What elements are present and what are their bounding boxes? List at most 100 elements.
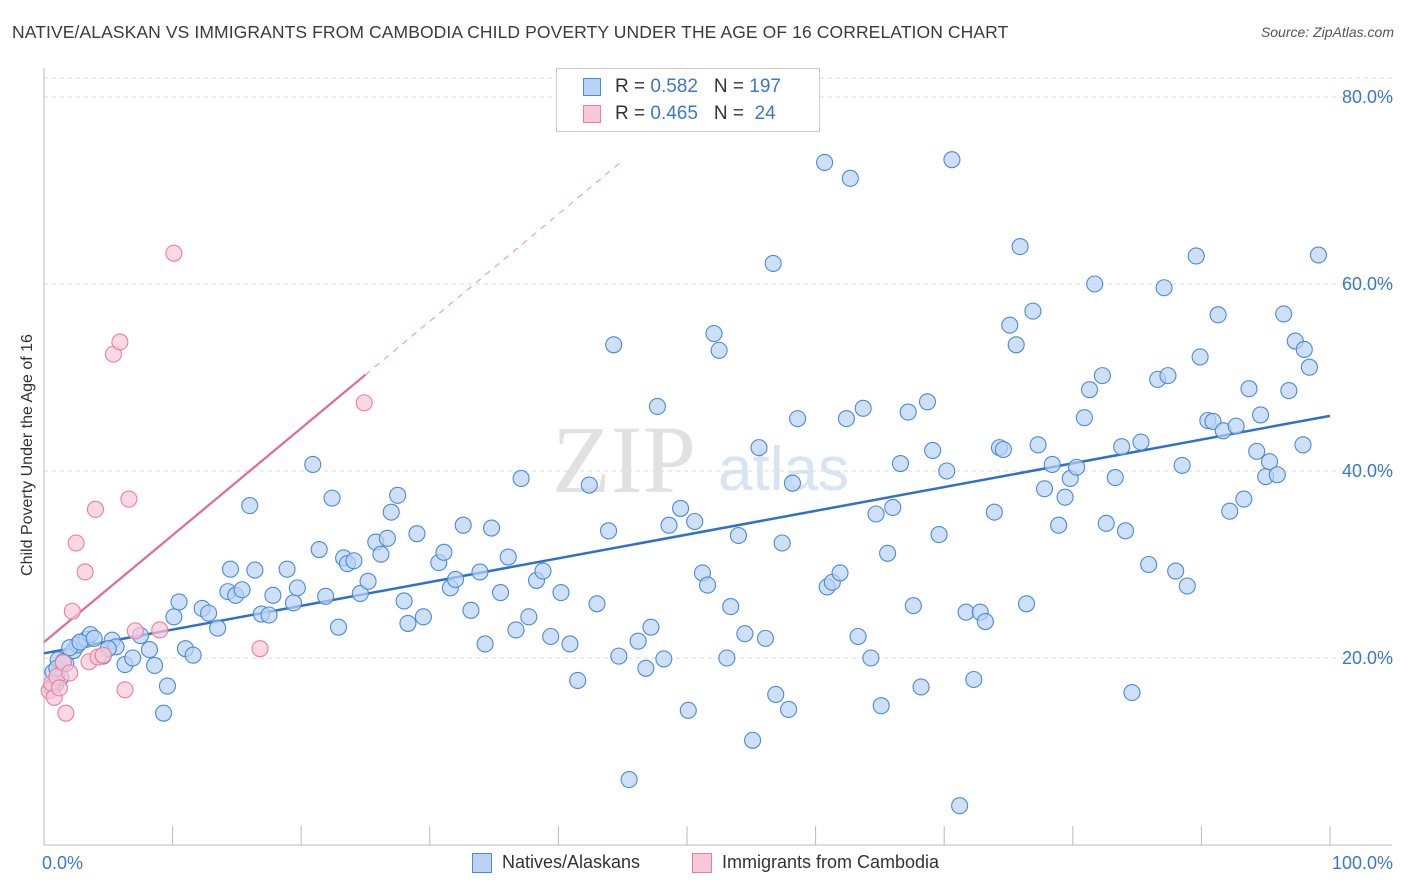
point-natives [184, 646, 202, 664]
x-tick-label-0: 0.0% [42, 853, 83, 873]
point-natives [1080, 381, 1099, 399]
point-natives [482, 519, 501, 537]
point-natives [1155, 279, 1173, 297]
legend-r-value: 0.582 [650, 76, 698, 97]
point-natives [686, 512, 704, 531]
point-natives [345, 552, 363, 570]
point-natives [912, 678, 930, 696]
point-natives [512, 469, 530, 488]
point-natives [729, 526, 747, 545]
point-natives [642, 618, 660, 636]
point-natives [744, 731, 762, 749]
point-natives [233, 581, 251, 599]
legend-n-value: 24 [749, 103, 776, 124]
point-natives [446, 570, 465, 589]
point-natives [580, 476, 598, 494]
bottom-legend-label-cambodia: Immigrants from Cambodia [722, 852, 940, 872]
point-natives [629, 632, 647, 650]
point-cambodia [63, 602, 81, 620]
point-natives [867, 505, 885, 523]
legend-r-value: 0.465 [650, 103, 698, 124]
point-natives [1116, 522, 1135, 540]
point-natives [1007, 336, 1025, 354]
watermark-zip: ZIP [552, 406, 696, 513]
point-natives [329, 618, 348, 636]
point-natives [520, 608, 538, 626]
y-tick-label-40: 40.0% [1342, 461, 1393, 481]
legend-r-label: R = [615, 76, 651, 97]
point-cambodia [126, 622, 144, 640]
point-natives [672, 499, 690, 517]
point-natives [552, 583, 570, 602]
point-natives [323, 489, 341, 507]
point-natives [146, 656, 164, 675]
point-natives [165, 608, 183, 626]
point-natives [1050, 516, 1068, 534]
point-natives [278, 560, 296, 578]
point-natives [891, 454, 910, 473]
point-natives [1252, 406, 1270, 424]
point-natives [965, 670, 983, 689]
point-natives [491, 583, 510, 602]
point-cambodia [116, 681, 134, 699]
point-natives [241, 497, 259, 515]
point-cambodia [120, 490, 138, 508]
point-natives [1056, 488, 1074, 506]
point-natives [722, 598, 740, 616]
point-natives [637, 659, 655, 677]
y-tick-label-20: 20.0% [1342, 648, 1393, 668]
point-natives [841, 169, 859, 187]
point-natives [1227, 417, 1245, 435]
point-natives [918, 393, 937, 411]
bottom-legend-swatch-cambodia [692, 852, 712, 873]
point-natives [1159, 367, 1177, 385]
point-cambodia [76, 563, 94, 581]
point-natives [705, 325, 723, 343]
point-natives [389, 486, 407, 504]
point-natives [1017, 595, 1036, 613]
point-natives [372, 545, 390, 563]
point-natives [569, 671, 587, 689]
point-natives [943, 151, 961, 169]
point-natives [170, 593, 188, 611]
bottom-legend-label-natives: Natives/Alaskans [502, 852, 641, 872]
legend-r-label: R = [615, 103, 651, 124]
point-natives [507, 621, 525, 639]
point-natives [773, 534, 791, 552]
point-natives [605, 336, 623, 354]
point-natives [542, 627, 560, 646]
point-natives [899, 403, 917, 421]
point-natives [288, 579, 306, 597]
point-natives [1191, 348, 1209, 366]
point-natives [1123, 684, 1141, 702]
point-natives [499, 548, 517, 566]
point-natives [1261, 453, 1279, 471]
x-tick-label-100: 100.0% [1332, 853, 1393, 873]
point-natives [435, 543, 453, 561]
point-natives [382, 503, 400, 521]
point-natives [124, 649, 142, 667]
point-natives [588, 595, 606, 613]
point-natives [924, 441, 942, 459]
point-natives [854, 399, 872, 417]
point-natives [158, 677, 177, 695]
point-cambodia [251, 640, 269, 658]
bottom-legend-swatch-natives [472, 852, 492, 873]
point-natives [534, 562, 552, 580]
point-natives [951, 797, 969, 815]
watermark-atlas: atlas [718, 435, 849, 504]
point-natives [1029, 436, 1047, 454]
legend-row-cambodia: R = 0.465 N = 24 [583, 102, 776, 126]
point-natives [879, 544, 897, 562]
point-natives [756, 629, 774, 647]
point-cambodia [111, 333, 129, 351]
point-natives [1235, 490, 1253, 508]
point-natives [209, 619, 227, 637]
point-natives [284, 594, 303, 612]
point-cambodia [86, 500, 104, 518]
point-natives [1309, 246, 1327, 264]
point-natives [1294, 436, 1312, 454]
point-natives [1295, 340, 1313, 359]
point-natives [1093, 367, 1111, 385]
